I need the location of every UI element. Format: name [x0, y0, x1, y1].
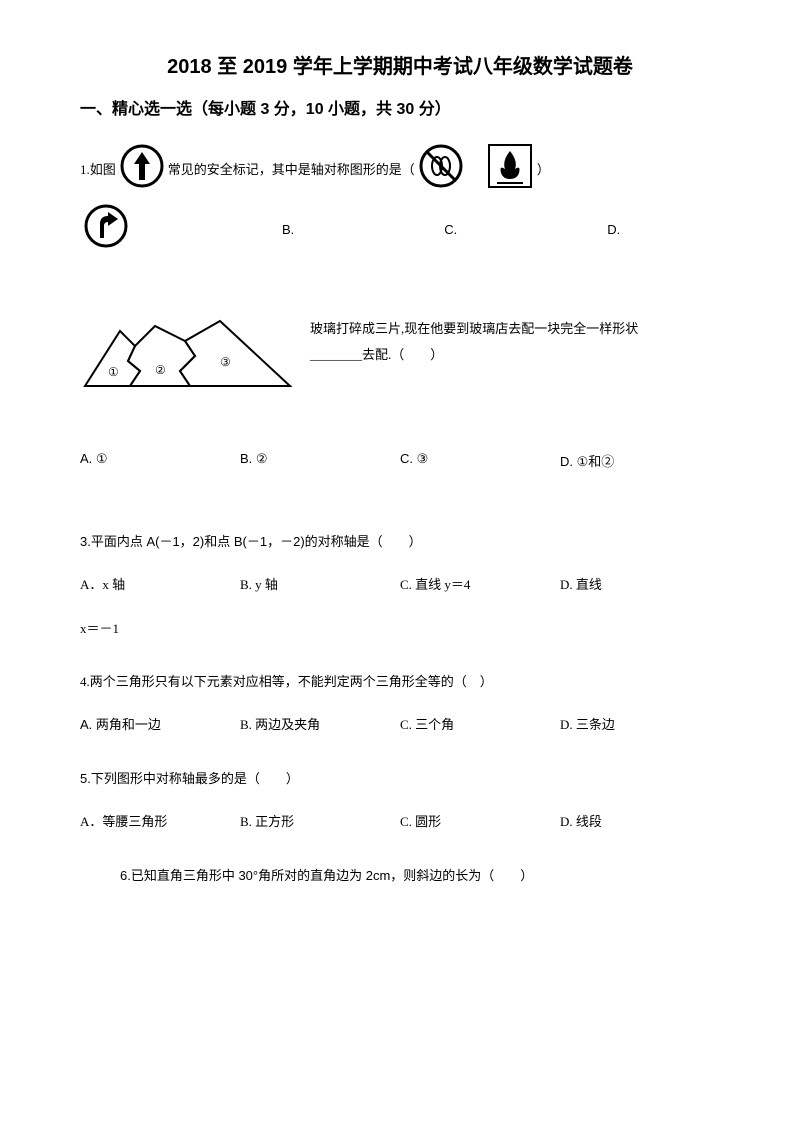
- safety-icon-prohibition: [419, 144, 463, 195]
- safety-icon-fire: [487, 143, 533, 196]
- svg-text:①: ①: [108, 365, 119, 379]
- question-3: 3.平面内点 A(－1，2)和点 B(－1，－2)的对称轴是（ ） A．x 轴 …: [80, 530, 720, 640]
- safety-icon-arrow-up: [120, 144, 164, 195]
- q3-option-a: A．x 轴: [80, 573, 240, 596]
- question-6: 6.已知直角三角形中 30°角所对的直角边为 2cm，则斜边的长为（ ）: [80, 864, 720, 887]
- svg-text:②: ②: [155, 363, 166, 377]
- q1-text-before: 1.如图: [80, 158, 116, 181]
- question-4: 4.两个三角形只有以下元素对应相等，不能判定两个三角形全等的（ ） A. 两角和…: [80, 670, 720, 737]
- page-title: 2018 至 2019 学年上学期期中考试八年级数学试题卷: [80, 50, 720, 79]
- q2-option-a: A. ①: [80, 451, 240, 470]
- q2-text-line1: 玻璃打碎成三片,现在他要到玻璃店去配一块完全一样形状: [310, 321, 638, 336]
- q4-option-a: A. 两角和一边: [80, 713, 240, 736]
- q1-option-d: D.: [607, 218, 620, 241]
- q1-text-after: ）: [537, 158, 550, 181]
- glass-pieces-diagram: ① ② ③: [80, 316, 300, 401]
- q4-option-d: D. 三条边: [560, 713, 720, 736]
- q2-option-d: D. ①和②: [560, 451, 720, 470]
- q1-text-mid: 常见的安全标记，其中是轴对称图形的是（: [168, 158, 415, 181]
- q3-text: 3.平面内点 A(－1，2)和点 B(－1，－2)的对称轴是（ ）: [80, 530, 720, 553]
- q3-option-b: B. y 轴: [240, 573, 400, 596]
- q4-option-b: B. 两边及夹角: [240, 713, 400, 736]
- question-2: ① ② ③ 玻璃打碎成三片,现在他要到玻璃店去配一块完全一样形状 _______…: [80, 316, 720, 470]
- q1-option-c: C.: [444, 218, 457, 241]
- q3-extra: x＝－1: [80, 617, 720, 640]
- q5-option-d: D. 线段: [560, 810, 720, 833]
- q2-option-b: B. ②: [240, 451, 400, 470]
- safety-icon-turn-arrow: [84, 204, 128, 255]
- q6-text: 6.已知直角三角形中 30°角所对的直角边为 2cm，则斜边的长为（ ）: [120, 864, 720, 887]
- q2-text-line2: ________去配.（ ）: [310, 347, 443, 362]
- q5-option-c: C. 圆形: [400, 810, 560, 833]
- section-header: 一、精心选一选（每小题 3 分，10 小题，共 30 分）: [80, 95, 720, 119]
- question-5: 5.下列图形中对称轴最多的是（ ） A．等腰三角形 B. 正方形 C. 圆形 D…: [80, 767, 720, 834]
- q4-option-c: C. 三个角: [400, 713, 560, 736]
- q3-option-d: D. 直线: [560, 573, 720, 596]
- q3-option-c: C. 直线 y＝4: [400, 573, 560, 596]
- q5-option-b: B. 正方形: [240, 810, 400, 833]
- q1-option-b: B.: [282, 218, 294, 241]
- q5-text: 5.下列图形中对称轴最多的是（ ）: [80, 767, 720, 790]
- q2-option-c: C. ③: [400, 451, 560, 470]
- q4-text: 4.两个三角形只有以下元素对应相等，不能判定两个三角形全等的（ ）: [80, 670, 720, 693]
- svg-text:③: ③: [220, 355, 231, 369]
- question-1: 1.如图 常见的安全标记，其中是轴对称图形的是（ ）: [80, 143, 720, 256]
- q5-option-a: A．等腰三角形: [80, 810, 240, 833]
